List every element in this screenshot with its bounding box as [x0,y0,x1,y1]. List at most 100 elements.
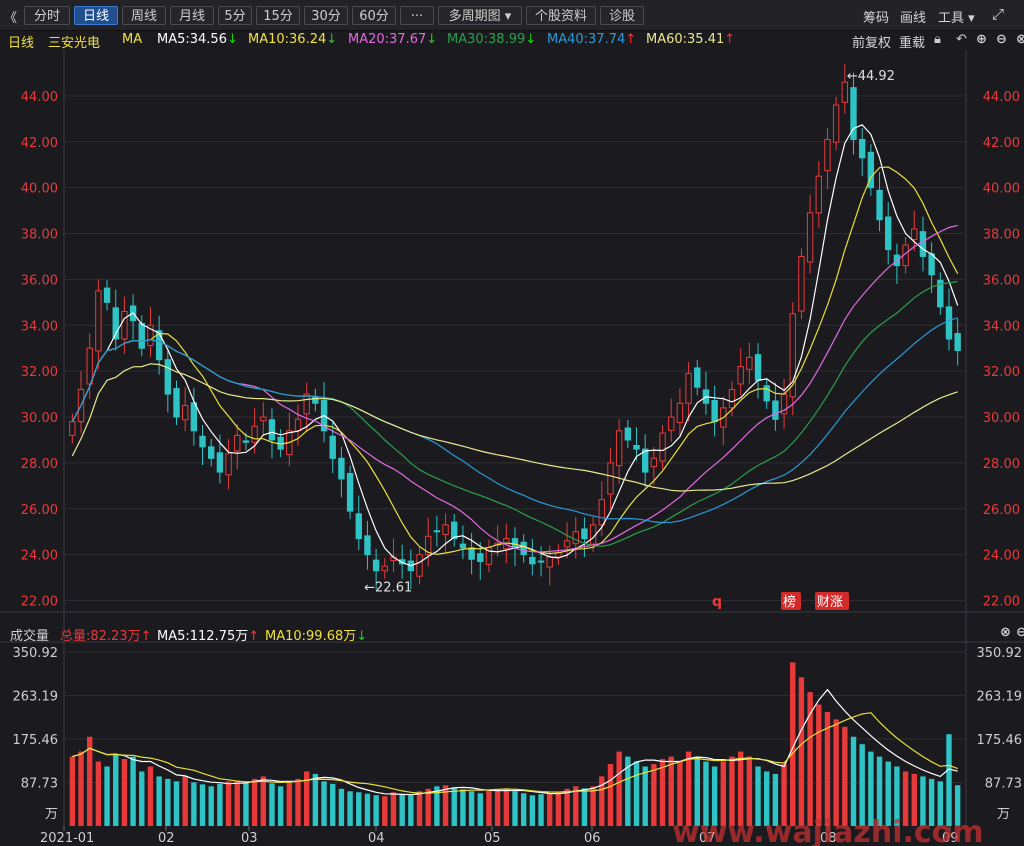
vol-settings-icon[interactable]: ⊗ [1000,625,1011,640]
toolbar-button-2[interactable]: 周线 [122,6,166,25]
ma20-value: MA20:37.67↓ [348,32,438,47]
toolbar-button-9[interactable]: 多周期图 ▾ [438,6,522,25]
zoom-in-icon[interactable]: ⊕ [976,32,987,47]
volume-bar [139,771,145,826]
volume-bar [373,795,379,826]
volume-bar [573,786,579,826]
candle-body [294,418,302,432]
fuquan-button[interactable]: 前复权 [852,36,892,51]
zoom-out-icon[interactable]: ⊖ [996,32,1007,47]
volume-bar [876,756,883,826]
candle-body [511,538,519,549]
toolbar-button-1[interactable]: 日线 [74,6,118,25]
vol-close-icon[interactable]: ⊖ [1016,625,1024,640]
candle-body [546,556,553,568]
candle-body [885,216,892,251]
price-tick-label-left: 30.00 [21,411,58,426]
volume-bar [321,781,327,826]
ma5-line [71,124,959,567]
ma-label: MA [122,32,143,47]
volume-bar [338,788,345,826]
volume-bar [512,791,518,826]
volume-bar [737,751,744,826]
toolbar-button-11[interactable]: 诊股 [600,6,644,25]
candle-body [69,421,76,436]
volume-bar [850,736,857,826]
candle-body [451,521,458,540]
candle-body [615,430,623,467]
toolbar-button-0[interactable]: 分时 [24,6,70,25]
reload-button[interactable]: 重载 [899,36,926,51]
draw-line-button[interactable]: 画线 [900,11,927,26]
toolbar-button-3[interactable]: 月线 [170,6,214,25]
price-tick-label-left: 44.00 [21,90,58,105]
volume-bar [902,771,909,826]
candle-body [234,434,241,452]
toolbar-button-5[interactable]: 15分 [256,6,300,25]
close-icon[interactable]: ⊗ [1016,32,1024,47]
volume-bar [833,719,839,826]
price-tick-label-left: 34.00 [21,319,58,334]
toolbar-button-10[interactable]: 个股资料 [526,6,596,25]
toolbar: 《 分时 日线 周线 月线 5分 15分 30分 60分 ··· 多周期图 ▾ 个股资料 诊股 筹码 … [0,0,1024,31]
volume-bar [885,761,891,826]
volume-bar [868,751,874,826]
candle-body [216,452,224,473]
high-annotation: ←44.92 [847,69,895,84]
ma60-line [71,363,958,492]
ma20-line [71,224,958,553]
lock-icon[interactable]: 🔒︎ [934,32,941,47]
toolbar-button-4[interactable]: 5分 [218,6,252,25]
volume-bar [243,782,249,826]
toolbar-button-7[interactable]: 60分 [352,6,396,25]
candle-body [850,87,857,140]
volume-bar [104,766,110,826]
candle-body [346,472,354,512]
candle-body [815,175,822,214]
volume-bar [859,744,865,826]
candle-body [338,457,345,480]
volume-bar [382,796,388,826]
period-label: 日线 [8,36,35,51]
bang-badge-bg [781,592,801,610]
x-tick-label: 09 [942,831,959,846]
volume-bar [720,761,727,826]
caizhang-badge-bg [815,592,849,610]
undo-icon[interactable]: ↶ [956,32,967,47]
volume-bar [685,751,692,826]
candle-body [832,104,840,143]
toolbar-button-6[interactable]: 30分 [304,6,348,25]
volume-bar [651,764,657,826]
volume-bar [217,783,223,826]
chip-button[interactable]: 筹码 [863,11,890,26]
candle-body [928,253,935,276]
expand-icon[interactable]: ⤢ [992,5,1005,23]
back-icon[interactable]: 《 [4,11,18,26]
price-tick-label-left: 38.00 [21,228,58,243]
candle-body [728,388,736,409]
volume-tick-label-right: 263.19 [977,690,1023,705]
candle-body [520,541,527,556]
volume-bar [78,751,84,826]
price-tick-label-right: 38.00 [983,228,1020,243]
volume-bar [69,756,76,826]
ma30-line [71,281,958,547]
tools-button[interactable]: 工具 ▾ [938,11,975,26]
candle-body [381,565,388,572]
volume-bar [894,766,900,826]
toolbar-button-8[interactable]: ··· [400,6,434,25]
volume-bar [642,766,648,826]
price-tick-label-right: 26.00 [983,503,1020,518]
candle-body [242,440,250,443]
volume-bar [364,793,371,826]
volume-bar [581,788,588,826]
candle-body [945,306,953,340]
volume-bar [633,761,640,826]
candle-body [867,151,875,189]
volume-bar [460,789,466,826]
ma30-value: MA30:38.99↓ [447,32,537,47]
candle-body [112,307,119,340]
candle-body [806,212,814,263]
volume-unit-left: 万 [45,807,58,822]
